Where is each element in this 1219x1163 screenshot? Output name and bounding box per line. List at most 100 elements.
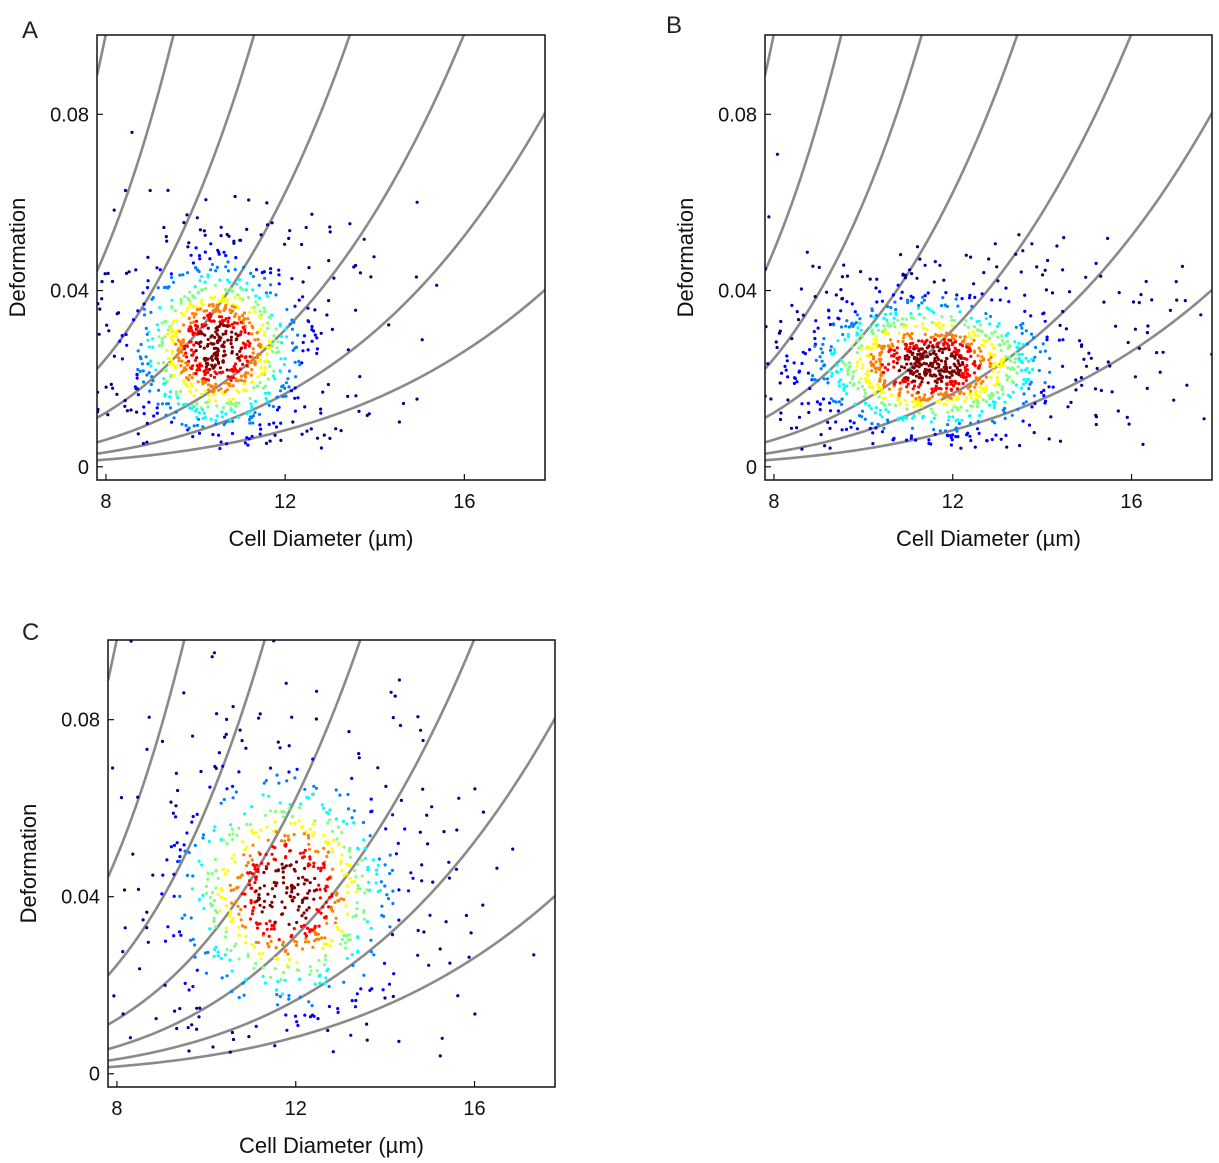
data-point <box>845 392 849 396</box>
data-point <box>941 347 946 351</box>
data-point <box>219 895 224 900</box>
data-point <box>420 863 424 867</box>
data-point <box>245 436 249 440</box>
data-point <box>245 227 249 231</box>
data-point <box>958 355 962 359</box>
data-point <box>230 1030 234 1035</box>
data-point <box>213 363 217 367</box>
data-point <box>248 917 253 921</box>
data-point <box>134 268 138 272</box>
data-point <box>329 905 333 909</box>
data-point <box>224 306 228 310</box>
data-point <box>268 809 272 813</box>
data-point <box>328 436 332 440</box>
data-point <box>170 349 174 353</box>
data-point <box>1004 333 1008 337</box>
data-point <box>297 977 302 981</box>
data-point <box>229 920 233 924</box>
data-point <box>1099 388 1103 393</box>
data-point <box>124 271 129 275</box>
data-point <box>277 282 281 286</box>
data-point <box>241 298 245 302</box>
data-point <box>1007 375 1011 379</box>
data-point <box>931 411 935 415</box>
data-point <box>892 436 896 440</box>
data-point <box>184 351 188 355</box>
data-point <box>945 433 950 437</box>
data-point <box>319 446 323 450</box>
data-point <box>987 257 991 261</box>
data-point <box>260 372 264 376</box>
data-point <box>310 1013 315 1017</box>
data-point <box>297 819 301 823</box>
data-point <box>270 852 274 856</box>
data-point <box>251 843 255 847</box>
data-point <box>185 271 190 275</box>
data-point <box>885 418 890 422</box>
data-point <box>981 387 985 391</box>
data-point <box>844 324 848 328</box>
data-point <box>965 345 969 349</box>
data-point <box>891 293 896 297</box>
data-point <box>338 942 342 946</box>
data-point <box>290 890 294 894</box>
data-point <box>284 948 288 953</box>
plot-frame <box>107 639 556 1088</box>
data-point <box>136 349 140 353</box>
data-point <box>990 391 994 396</box>
data-point <box>214 886 218 890</box>
data-point <box>246 317 250 321</box>
data-point <box>168 395 172 399</box>
data-point <box>328 944 333 948</box>
data-point <box>171 329 175 334</box>
data-point <box>774 340 778 344</box>
data-point <box>950 343 954 347</box>
data-point <box>241 840 245 844</box>
data-point <box>257 893 261 897</box>
data-point <box>208 257 212 261</box>
data-point <box>287 957 292 961</box>
data-point <box>193 955 197 959</box>
data-point <box>1025 377 1029 382</box>
data-point <box>1041 342 1045 346</box>
plot-area <box>97 35 545 462</box>
data-point <box>273 820 277 824</box>
data-point <box>231 916 235 920</box>
data-point <box>320 803 324 807</box>
data-point <box>790 337 794 341</box>
data-point <box>308 972 312 977</box>
data-point <box>874 406 879 410</box>
data-point <box>913 379 917 383</box>
data-point <box>995 265 999 269</box>
data-point <box>925 346 929 350</box>
data-point <box>297 905 301 909</box>
data-point <box>225 947 229 952</box>
data-point <box>348 855 352 859</box>
data-point <box>300 914 304 918</box>
data-point <box>245 359 249 363</box>
data-point <box>305 896 309 900</box>
data-point <box>306 891 310 895</box>
data-point <box>290 277 294 281</box>
data-point <box>992 365 996 369</box>
data-point <box>268 341 272 345</box>
data-point <box>354 890 358 894</box>
data-point <box>218 446 222 451</box>
data-point <box>1069 400 1073 404</box>
data-point <box>169 845 173 849</box>
data-point <box>263 981 268 985</box>
data-point <box>365 1022 369 1026</box>
data-point <box>933 413 937 417</box>
data-point <box>280 385 284 389</box>
data-point <box>171 811 175 815</box>
data-point <box>189 340 193 344</box>
data-point <box>338 861 342 866</box>
data-point <box>1023 309 1027 313</box>
data-point <box>877 395 881 399</box>
data-point <box>232 365 236 369</box>
data-point <box>391 901 395 906</box>
data-point <box>151 345 155 349</box>
data-point <box>278 369 282 373</box>
data-point <box>279 839 284 843</box>
data-point <box>220 415 224 419</box>
